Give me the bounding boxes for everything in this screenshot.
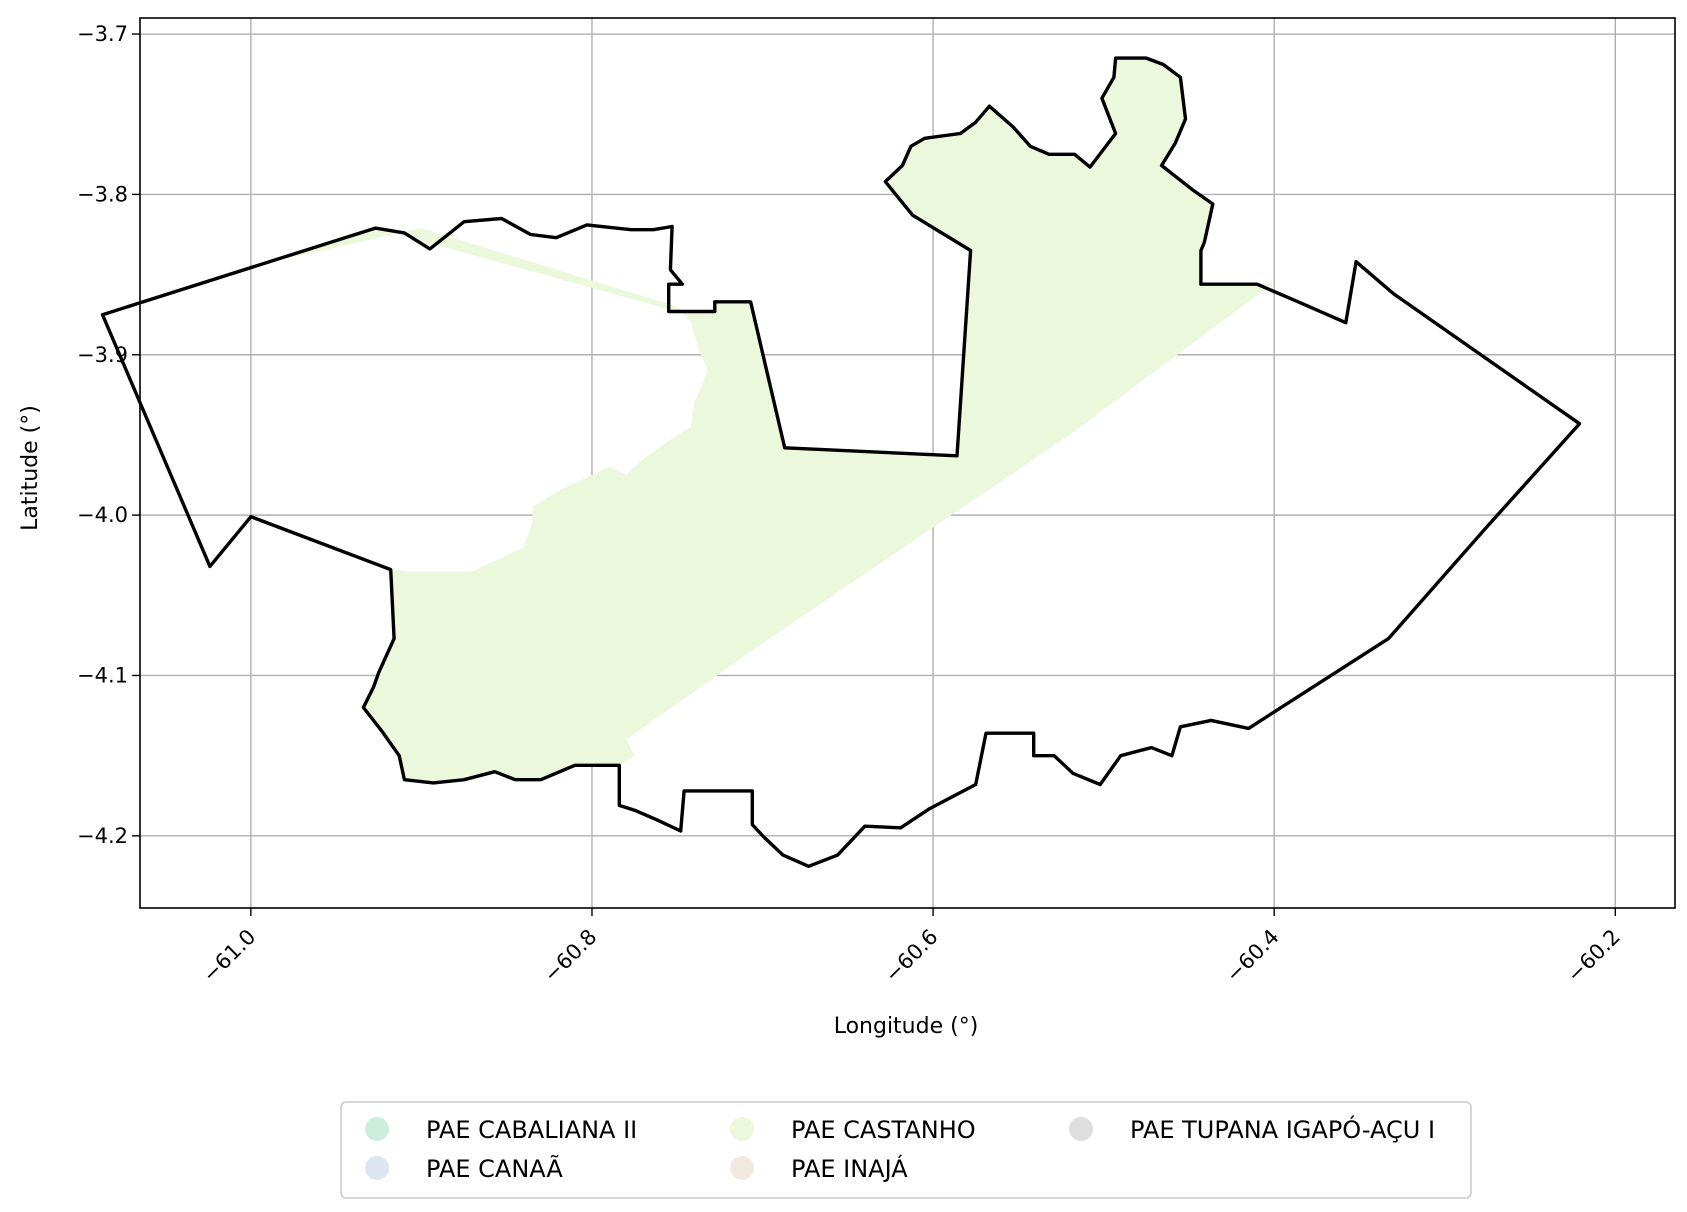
- legend-label: PAE CABALIANA II: [426, 1116, 637, 1144]
- y-tick-label: −4.2: [77, 824, 128, 848]
- x-tick-label: −60.8: [539, 925, 601, 987]
- x-axis-label: Longitude (°): [834, 1014, 979, 1039]
- y-tick-label: −3.9: [77, 343, 128, 367]
- x-tick-label: −60.2: [1562, 925, 1624, 987]
- legend-marker: [730, 1156, 754, 1180]
- legend-marker: [1069, 1117, 1093, 1141]
- legend: PAE CABALIANA II PAE CANAÃ PAE CASTANHO PAE…: [340, 1101, 1472, 1199]
- x-tick-label: −60.6: [880, 925, 942, 987]
- legend-label: PAE INAJÁ: [791, 1154, 908, 1183]
- legend-marker: [730, 1117, 754, 1141]
- legend-frame: [340, 1101, 1472, 1199]
- legend-label: PAE CANAÃ: [426, 1153, 563, 1183]
- x-tick-label: −60.4: [1221, 925, 1283, 987]
- y-tick-label: −3.8: [77, 182, 128, 206]
- pae-castanho-area: [250, 58, 1275, 783]
- legend-marker: [365, 1117, 389, 1141]
- boundary-layer: [100, 56, 1582, 868]
- y-tick-label: −4.1: [77, 663, 128, 687]
- legend-item: PAE CABALIANA II: [365, 1116, 637, 1144]
- municipality-boundary: [100, 56, 1582, 868]
- legend-item: PAE INAJÁ: [730, 1154, 908, 1183]
- x-tick-label: −61.0: [198, 925, 260, 987]
- x-ticks: −61.0 −60.8 −60.6 −60.4 −60.2: [198, 908, 1625, 987]
- legend-item: PAE CASTANHO: [730, 1116, 976, 1144]
- legend-item: PAE TUPANA IGAPÓ-AÇU I: [1069, 1114, 1435, 1144]
- y-tick-label: −3.7: [77, 22, 128, 46]
- y-tick-label: −4.0: [77, 503, 128, 527]
- y-ticks: −3.7 −3.8 −3.9 −4.0 −4.1 −4.2: [77, 22, 140, 848]
- legend-item: PAE CANAÃ: [365, 1153, 563, 1183]
- legend-label: PAE CASTANHO: [791, 1116, 976, 1144]
- plot-frame: [139, 17, 1676, 909]
- y-axis-label: Latitude (°): [18, 405, 43, 531]
- castanho-area-layer: [250, 58, 1275, 783]
- legend-label: PAE TUPANA IGAPÓ-AÇU I: [1130, 1114, 1435, 1144]
- legend-marker: [365, 1156, 389, 1180]
